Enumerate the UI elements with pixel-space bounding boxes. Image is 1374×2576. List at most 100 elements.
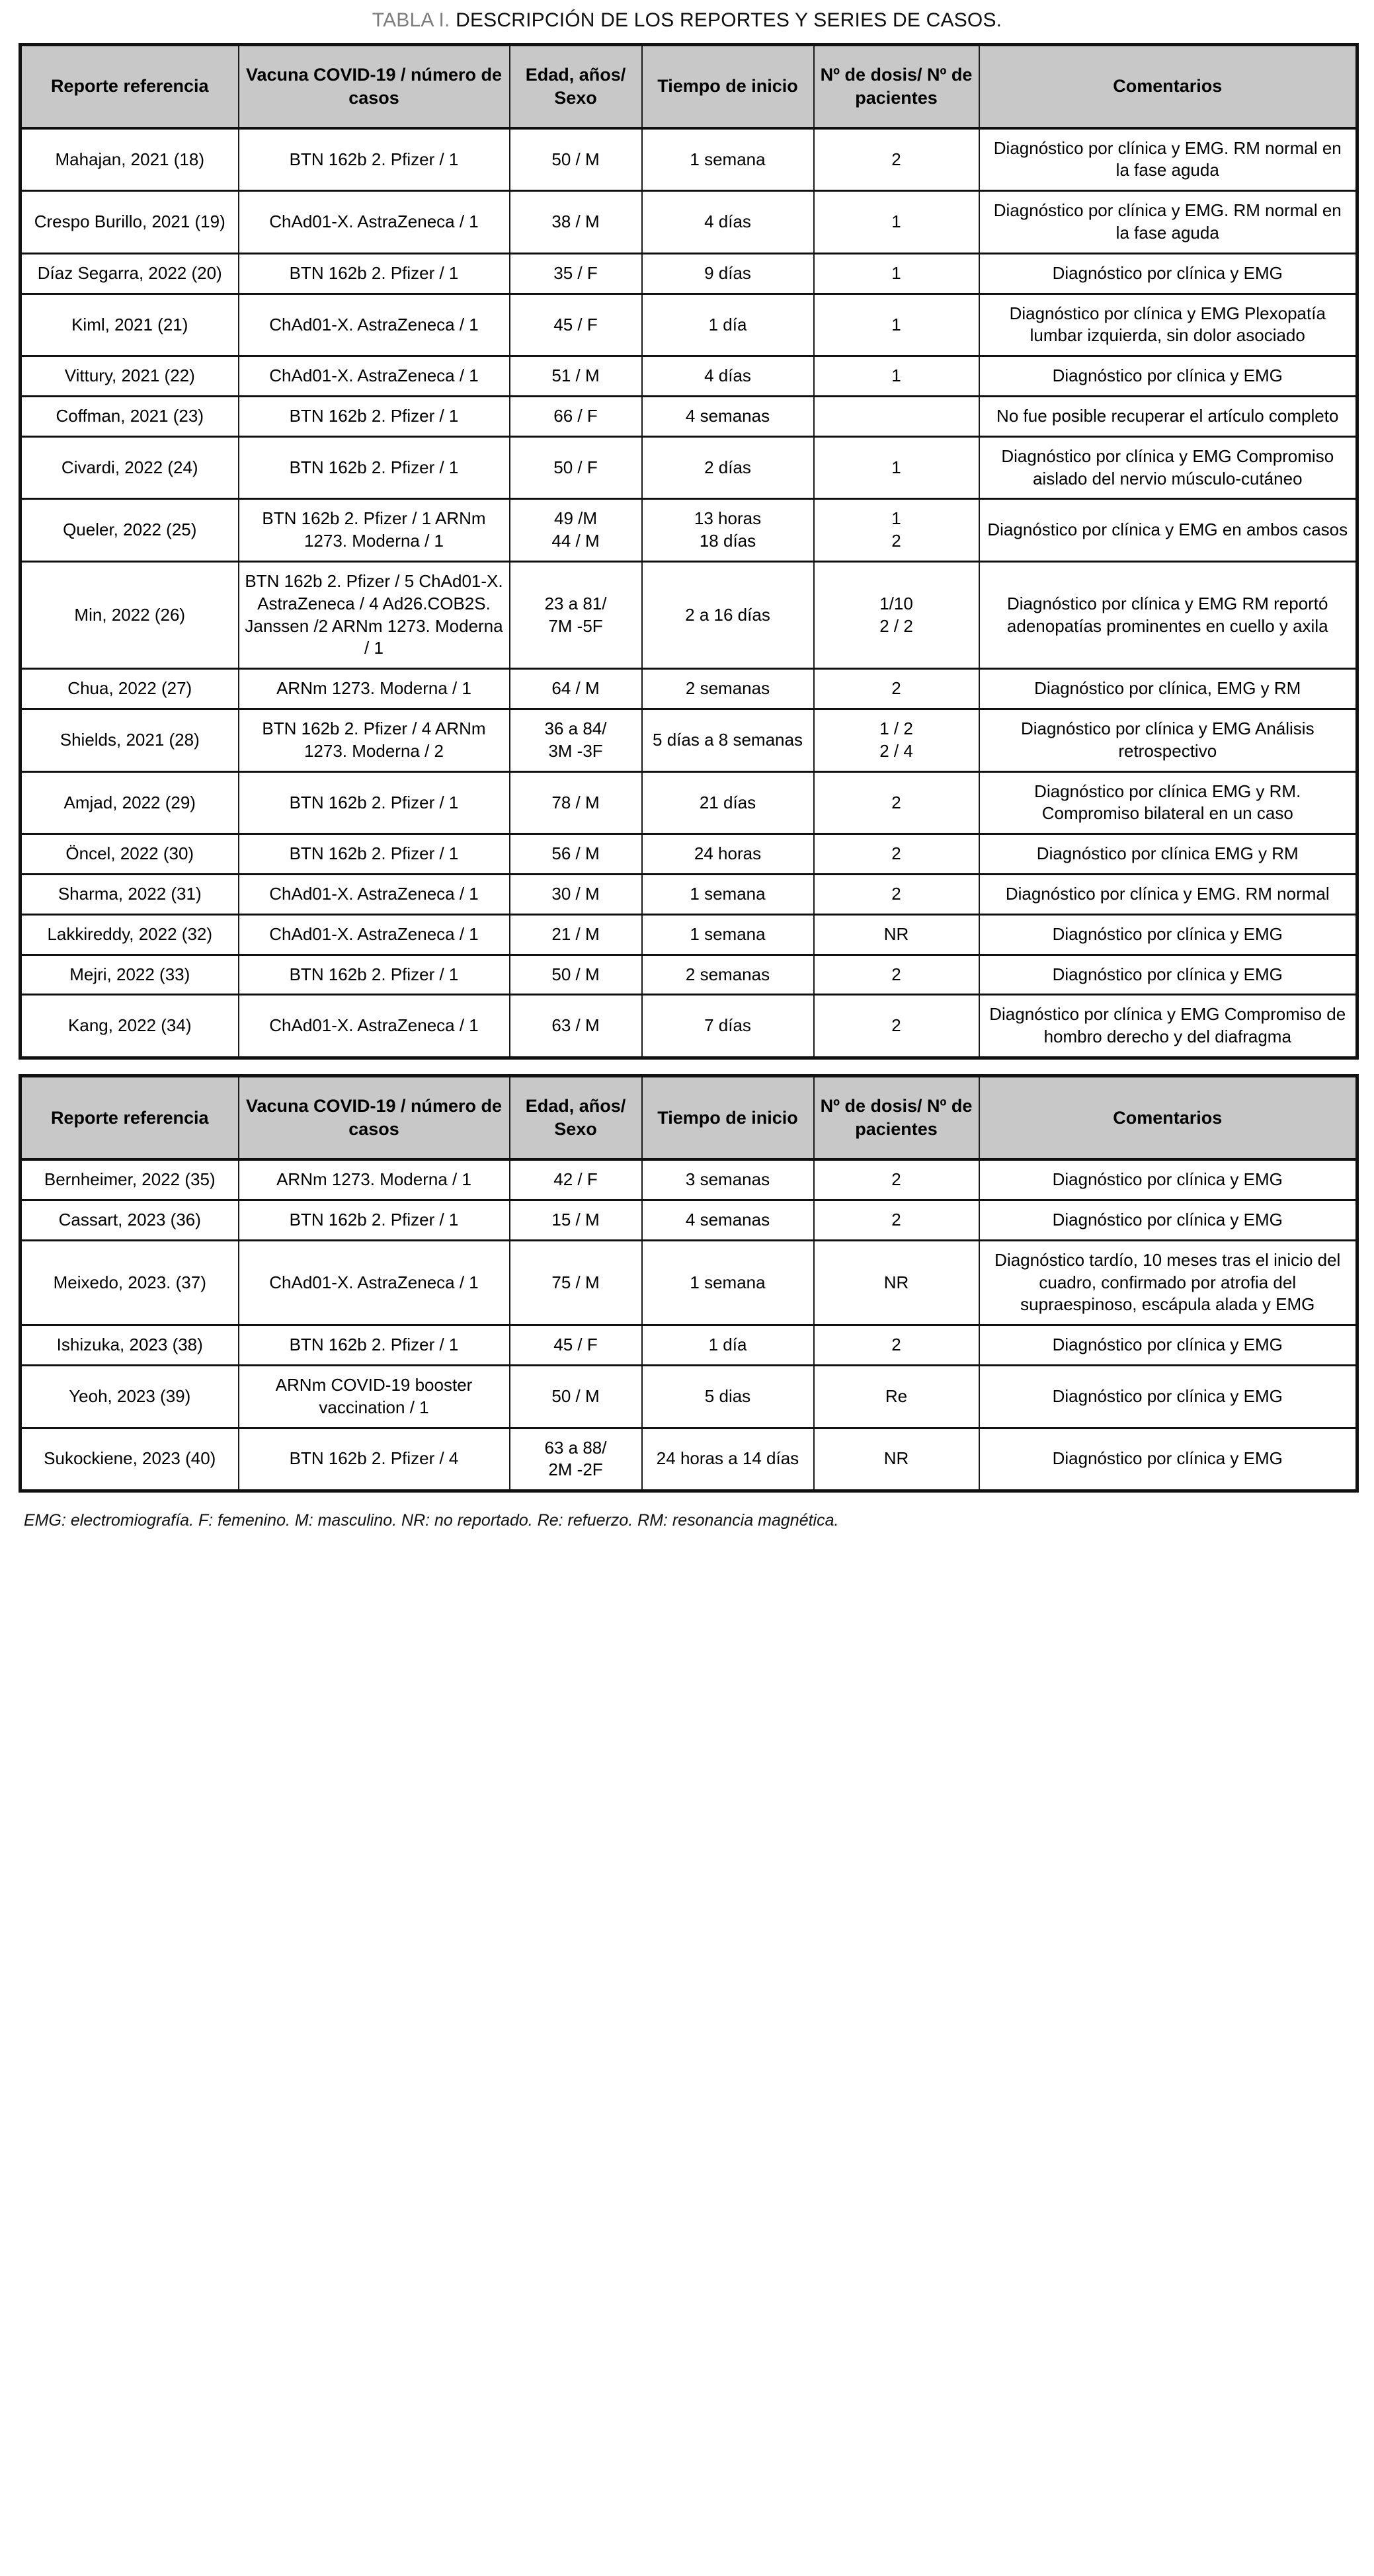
cell-dosis-pacientes: 1/10 2 / 2 [813,561,980,670]
cell-reporte: Mahajan, 2021 (18) [19,127,239,192]
cell-dosis-pacientes: 2 [813,668,980,710]
cell-tiempo-inicio: 5 dias [641,1364,815,1429]
cell-edad-sexo: 23 a 81/7M -5F [508,561,643,670]
cell-comentarios-line: Diagnóstico por clínica y EMG RM reportó… [1006,593,1328,636]
cell-edad-sexo: 78 / M [508,770,643,835]
table-row: Chua, 2022 (27) ARNm 1273. Moderna / 1 64 … [19,668,1358,710]
cell-comentarios: Diagnóstico por clínica y EMG [978,1426,1358,1492]
cell-comentarios-line: Diagnóstico por clínica y EMG [1052,1335,1283,1355]
cell-dosis-pacientes: 1 [813,435,980,500]
table-row: Mahajan, 2021 (18) BTN 162b 2. Pfizer / 1… [19,127,1358,192]
cell-vacuna-line: BTN 162b 2. Pfizer / 5 ChAd01-X. AstraZe… [245,571,503,658]
cell-edad-sexo: 21 / M [508,913,643,956]
cell-vacuna: BTN 162b 2. Pfizer / 1 [237,252,510,295]
cell-dosis-pacientes-line: 2 [891,678,901,699]
cell-edad-sexo: 50 / M [508,1364,643,1429]
column-header-vacuna: Vacuna COVID-19 / número de casos [237,44,510,130]
cell-reporte-line: Coffman, 2021 (23) [56,406,204,426]
cell-comentarios-line: Diagnóstico por clínica y EMG [1052,1386,1283,1406]
cell-reporte-line: Cassart, 2023 (36) [58,1209,201,1229]
table-row: Lakkireddy, 2022 (32) ChAd01-X. AstraZene… [19,913,1358,956]
cell-comentarios-line: Diagnóstico por clínica y EMG Compromiso… [1001,446,1334,488]
cell-reporte-line: Sukockiene, 2023 (40) [44,1448,216,1469]
cell-tiempo-inicio-line: 1 semana [690,149,766,169]
cell-comentarios: Diagnóstico por clínica y EMG [978,1158,1358,1201]
cell-dosis-pacientes-line: 2 [891,1169,901,1190]
cell-vacuna: ARNm COVID-19 booster vaccination / 1 [237,1364,510,1429]
table-row: Vittury, 2021 (22) ChAd01-X. AstraZeneca … [19,355,1358,397]
case-reports-table-part1: Reporte referencia Vacuna COVID-19 / núm… [19,42,1359,1060]
cell-comentarios: Diagnóstico por clínica y EMG [978,1324,1358,1366]
cell-edad-sexo-line: 36 a 84/ [544,719,607,739]
cell-vacuna: BTN 162b 2. Pfizer / 4 [237,1426,510,1492]
cell-tiempo-inicio-line: 13 horas [694,508,762,529]
cell-tiempo-inicio-line: 2 semanas [685,964,770,984]
column-header-comentarios-2: Comentarios [978,1075,1358,1161]
cell-vacuna-line: BTN 162b 2. Pfizer / 1 [289,964,459,984]
cell-edad-sexo: 45 / F [508,292,643,357]
table-footnote: EMG: electromiografía. F: femenino. M: m… [24,1511,839,1530]
cell-dosis-pacientes-line: 1 [891,314,901,334]
cell-tiempo-inicio: 3 semanas [641,1158,815,1201]
cell-dosis-pacientes-line: 1 / 2 [879,719,913,739]
cell-vacuna: ARNm 1273. Moderna / 1 [237,668,510,710]
cell-vacuna-line: BTN 162b 2. Pfizer / 1 [289,1335,459,1355]
cell-vacuna-line: BTN 162b 2. Pfizer / 1 [289,792,459,812]
cell-edad-sexo-line: 49 /M [553,508,598,529]
cell-reporte: Sukockiene, 2023 (40) [19,1426,239,1492]
column-header-vacuna-2: Vacuna COVID-19 / número de casos [237,1075,510,1161]
table-row: Meixedo, 2023. (37) ChAd01-X. AstraZeneca… [19,1239,1358,1326]
cell-tiempo-inicio: 24 horas [641,833,815,875]
cell-tiempo-inicio: 9 días [641,252,815,295]
cell-edad-sexo: 30 / M [508,873,643,916]
cell-comentarios-line: Diagnóstico por clínica y EMG [1052,1209,1283,1229]
cell-dosis-pacientes: 1 [813,190,980,254]
cell-dosis-pacientes: NR [813,913,980,956]
cell-reporte-line: Öncel, 2022 (30) [65,843,194,864]
cell-reporte-line: Yeoh, 2023 (39) [69,1386,191,1406]
cell-edad-sexo: 50 / F [508,435,643,500]
cell-comentarios: Diagnóstico por clínica y EMG RM reportó… [978,561,1358,670]
cell-edad-sexo: 35 / F [508,252,643,295]
table-number-label: TABLA I. [372,9,450,31]
cell-dosis-pacientes-line: 2 [891,149,901,169]
cell-tiempo-inicio-line: 2 días [704,457,751,477]
cell-tiempo-inicio: 4 días [641,355,815,397]
cell-vacuna: BTN 162b 2. Pfizer / 1 ARNm 1273. Modern… [237,498,510,563]
cell-vacuna: ChAd01-X. AstraZeneca / 1 [237,292,510,357]
cell-dosis-pacientes-line: 1/10 [879,593,913,613]
table-row: Kiml, 2021 (21) ChAd01-X. AstraZeneca / 1… [19,292,1358,357]
cell-dosis-pacientes-line: NR [883,923,909,944]
cell-comentarios-line: Diagnóstico por clínica y EMG. RM normal… [993,137,1342,180]
cell-vacuna: ChAd01-X. AstraZeneca / 1 [237,994,510,1059]
cell-vacuna: BTN 162b 2. Pfizer / 1 [237,435,510,500]
cell-tiempo-inicio: 13 horas 18 días [641,498,815,563]
cell-comentarios: Diagnóstico por clínica EMG y RM. Compro… [978,770,1358,835]
cell-vacuna: BTN 162b 2. Pfizer / 1 [237,395,510,438]
cell-tiempo-inicio-line: 4 días [704,366,751,386]
cell-reporte-line: Mejri, 2022 (33) [69,964,190,984]
cell-edad-sexo: 38 / M [508,190,643,254]
cell-vacuna-line: BTN 162b 2. Pfizer / 4 ARNm 1273. Modern… [262,719,486,761]
cell-edad-sexo-line: 64 / M [551,678,600,699]
cell-reporte-line: Lakkireddy, 2022 (32) [47,923,213,944]
cell-dosis-pacientes-line: NR [883,1272,909,1292]
cell-edad-sexo-line: 50 / F [553,457,598,477]
cell-edad-sexo: 64 / M [508,668,643,710]
cell-comentarios-line: Diagnóstico por clínica y EMG [1052,1169,1283,1190]
column-header-dosis-pacientes: Nº de dosis/ Nº de pacientes [813,44,980,130]
cell-comentarios-line: Diagnóstico por clínica y EMG [1052,923,1283,944]
cell-comentarios: Diagnóstico por clínica, EMG y RM [978,668,1358,710]
cell-tiempo-inicio-line: 4 semanas [685,406,770,426]
cell-comentarios-line: Diagnóstico por clínica y EMG [1052,366,1283,386]
cell-edad-sexo-line: 38 / M [551,212,600,232]
cell-comentarios-line: No fue posible recuperar el artículo com… [996,406,1339,426]
table-row: Öncel, 2022 (30) BTN 162b 2. Pfizer / 1 56… [19,833,1358,875]
cell-edad-sexo: 49 /M 44 / M [508,498,643,563]
cell-comentarios-line: Diagnóstico por clínica y EMG [1052,262,1283,283]
cell-reporte: Amjad, 2022 (29) [19,770,239,835]
cell-dosis-pacientes: 2 [813,1324,980,1366]
cell-edad-sexo-line: 63 / M [551,1015,600,1036]
